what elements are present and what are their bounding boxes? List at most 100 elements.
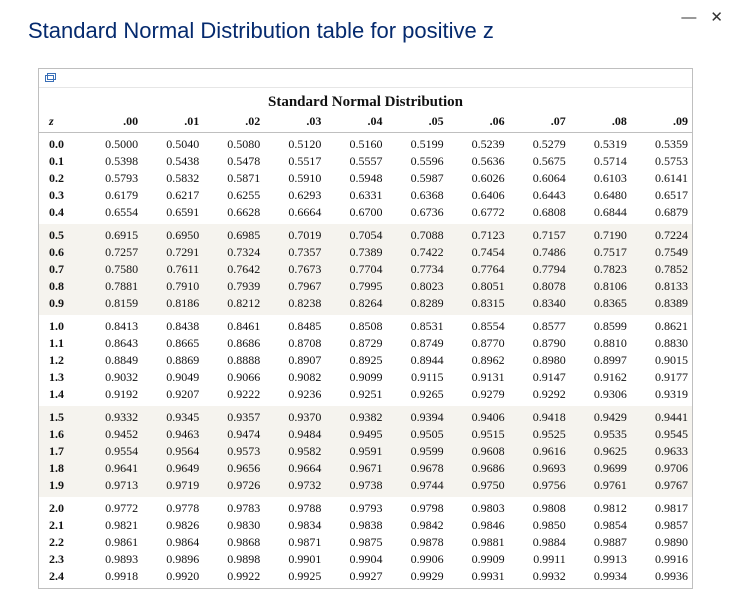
table-cell: 0.6628 [203, 204, 264, 224]
column-header: .08 [570, 113, 631, 133]
table-cell: 0.6141 [631, 170, 692, 187]
close-icon[interactable]: ✕ [710, 10, 723, 25]
table-cell: 0.8869 [142, 352, 203, 369]
table-cell: 0.8531 [386, 315, 447, 335]
table-cell: 0.5000 [81, 133, 142, 154]
table-cell: 0.9131 [448, 369, 509, 386]
table-cell: 0.9192 [81, 386, 142, 406]
table-cell: 0.8554 [448, 315, 509, 335]
table-cell: 0.8749 [386, 335, 447, 352]
table-cell: 0.9706 [631, 460, 692, 477]
table-cell: 0.9881 [448, 534, 509, 551]
table-cell: 0.8106 [570, 278, 631, 295]
table-cell: 0.5199 [386, 133, 447, 154]
table-cell: 0.5359 [631, 133, 692, 154]
z-label: 0.8 [39, 278, 81, 295]
table-row: 1.70.95540.95640.95730.95820.95910.95990… [39, 443, 692, 460]
table-cell: 0.6064 [509, 170, 570, 187]
table-row: 1.80.96410.96490.96560.96640.96710.96780… [39, 460, 692, 477]
table-cell: 0.7673 [264, 261, 325, 278]
table-cell: 0.7486 [509, 244, 570, 261]
table-row: 2.10.98210.98260.98300.98340.98380.98420… [39, 517, 692, 534]
table-cell: 0.9616 [509, 443, 570, 460]
table-cell: 0.8485 [264, 315, 325, 335]
table-cell: 0.9625 [570, 443, 631, 460]
table-cell: 0.6915 [81, 224, 142, 244]
table-cell: 0.9382 [325, 406, 386, 426]
table-cell: 0.9750 [448, 477, 509, 497]
z-label: 2.3 [39, 551, 81, 568]
table-cell: 0.7967 [264, 278, 325, 295]
column-header: .01 [142, 113, 203, 133]
table-cell: 0.5636 [448, 153, 509, 170]
z-label: 1.6 [39, 426, 81, 443]
table-cell: 0.9826 [142, 517, 203, 534]
table-cell: 0.8577 [509, 315, 570, 335]
table-cell: 0.9842 [386, 517, 447, 534]
table-row: 0.00.50000.50400.50800.51200.51600.51990… [39, 133, 692, 154]
table-cell: 0.5832 [142, 170, 203, 187]
table-cell: 0.5040 [142, 133, 203, 154]
z-table: z .00.01.02.03.04.05.06.07.08.09 0.00.50… [39, 113, 692, 588]
table-row: 2.40.99180.99200.99220.99250.99270.99290… [39, 568, 692, 588]
table-cell: 0.9573 [203, 443, 264, 460]
table-cell: 0.6406 [448, 187, 509, 204]
table-cell: 0.8051 [448, 278, 509, 295]
table-cell: 0.6217 [142, 187, 203, 204]
table-cell: 0.8686 [203, 335, 264, 352]
table-cell: 0.9484 [264, 426, 325, 443]
table-cell: 0.9878 [386, 534, 447, 551]
table-cell: 0.9861 [81, 534, 142, 551]
table-cell: 0.9788 [264, 497, 325, 517]
table-cell: 0.9693 [509, 460, 570, 477]
column-header: .00 [81, 113, 142, 133]
table-cell: 0.9345 [142, 406, 203, 426]
table-row: 0.30.61790.62170.62550.62930.63310.63680… [39, 187, 692, 204]
table-cell: 0.9927 [325, 568, 386, 588]
table-row: 1.50.93320.93450.93570.93700.93820.93940… [39, 406, 692, 426]
table-cell: 0.7704 [325, 261, 386, 278]
table-cell: 0.5714 [570, 153, 631, 170]
table-cell: 0.6255 [203, 187, 264, 204]
table-cell: 0.9884 [509, 534, 570, 551]
table-cell: 0.6808 [509, 204, 570, 224]
table-cell: 0.9898 [203, 551, 264, 568]
table-cell: 0.9525 [509, 426, 570, 443]
table-block: 1.50.93320.93450.93570.93700.93820.93940… [39, 406, 692, 497]
table-cell: 0.8264 [325, 295, 386, 315]
table-cell: 0.7995 [325, 278, 386, 295]
table-row: 1.10.86430.86650.86860.87080.87290.87490… [39, 335, 692, 352]
table-cell: 0.6103 [570, 170, 631, 187]
table-cell: 0.8413 [81, 315, 142, 335]
table-cell: 0.6879 [631, 204, 692, 224]
table-cell: 0.7019 [264, 224, 325, 244]
table-cell: 0.8997 [570, 352, 631, 369]
table-cell: 0.9834 [264, 517, 325, 534]
table-row: 2.30.98930.98960.98980.99010.99040.99060… [39, 551, 692, 568]
page-title: Standard Normal Distribution table for p… [0, 0, 731, 44]
table-cell: 0.9441 [631, 406, 692, 426]
table-cell: 0.9772 [81, 497, 142, 517]
table-cell: 0.5279 [509, 133, 570, 154]
table-cell: 0.7123 [448, 224, 509, 244]
table-cell: 0.9726 [203, 477, 264, 497]
table-cell: 0.5398 [81, 153, 142, 170]
z-label: 0.1 [39, 153, 81, 170]
minimize-icon[interactable]: — [681, 10, 696, 25]
table-row: 0.60.72570.72910.73240.73570.73890.74220… [39, 244, 692, 261]
expand-icon[interactable] [39, 69, 692, 88]
z-label: 0.4 [39, 204, 81, 224]
table-cell: 0.9916 [631, 551, 692, 568]
table-cell: 0.5675 [509, 153, 570, 170]
table-cell: 0.8980 [509, 352, 570, 369]
table-cell: 0.9332 [81, 406, 142, 426]
table-cell: 0.9812 [570, 497, 631, 517]
table-row: 0.40.65540.65910.66280.66640.67000.67360… [39, 204, 692, 224]
table-cell: 0.8599 [570, 315, 631, 335]
table-cell: 0.9394 [386, 406, 447, 426]
table-cell: 0.8708 [264, 335, 325, 352]
z-label: 2.2 [39, 534, 81, 551]
table-cell: 0.6591 [142, 204, 203, 224]
table-cell: 0.6844 [570, 204, 631, 224]
table-cell: 0.9686 [448, 460, 509, 477]
